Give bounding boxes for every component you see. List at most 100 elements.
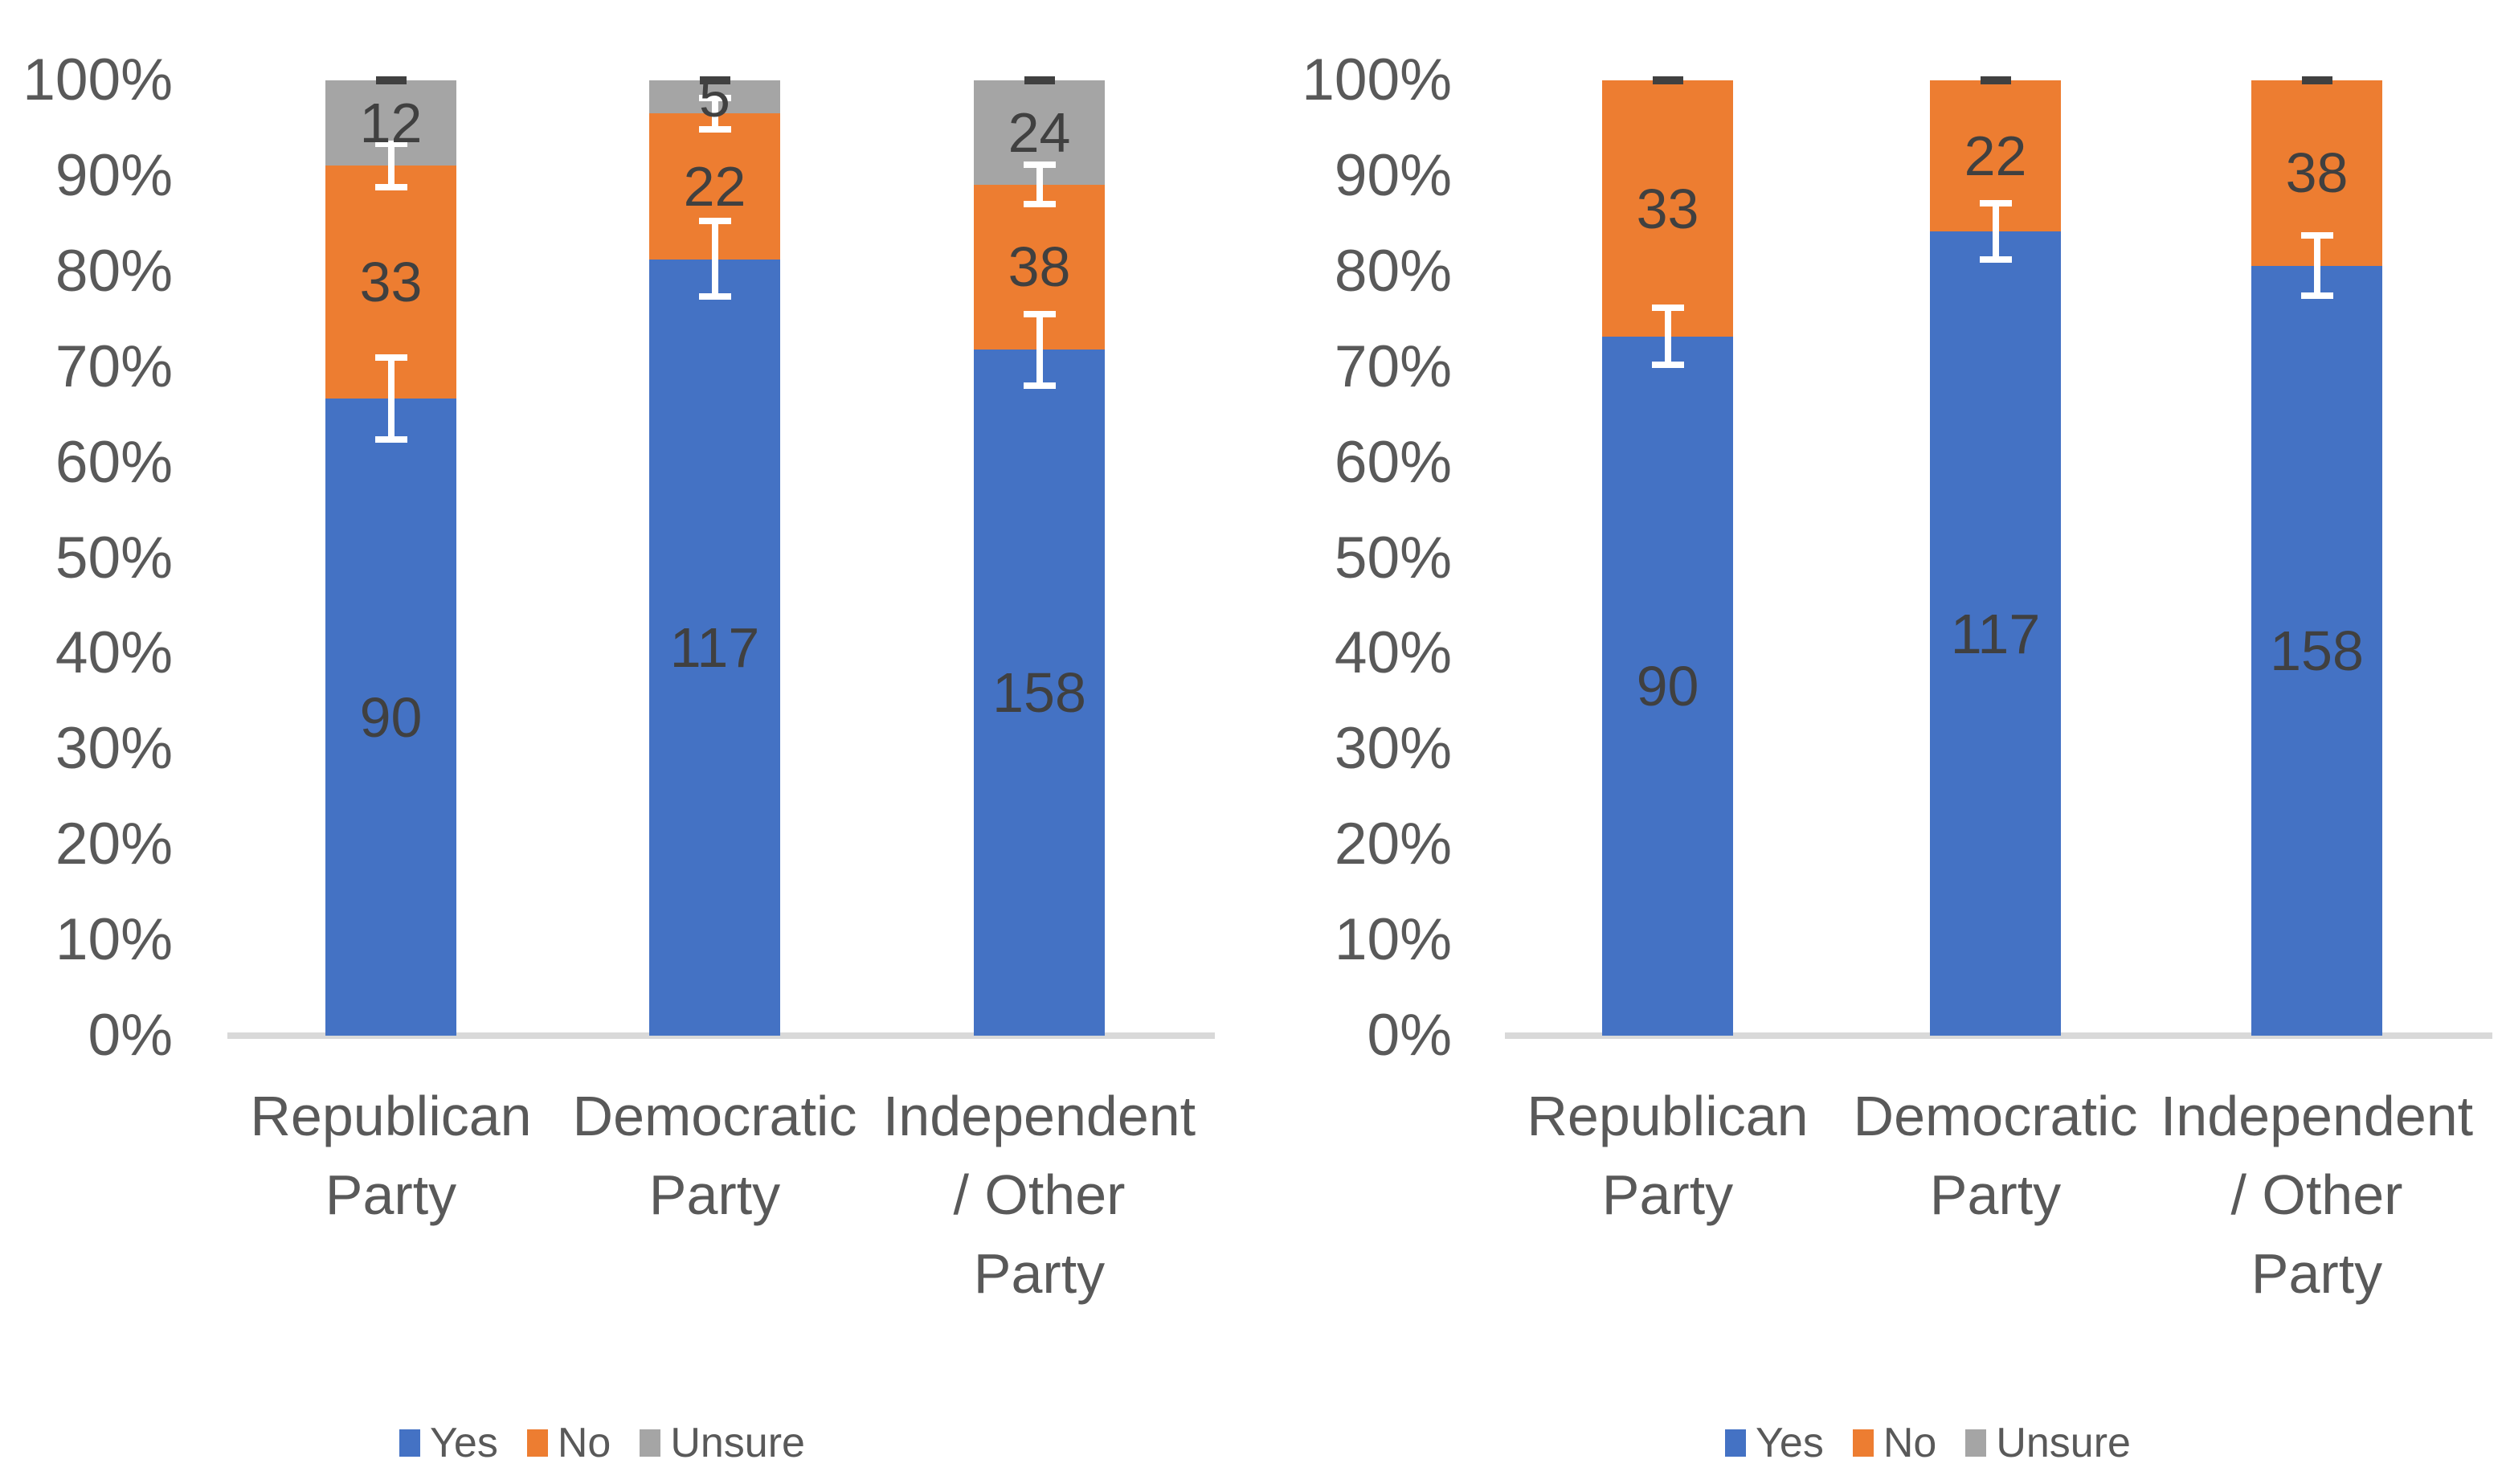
error-bar-cap-bottom xyxy=(374,435,407,443)
error-bar-line xyxy=(387,140,395,190)
y-axis-tick-label: 60% xyxy=(55,429,173,495)
error-bar xyxy=(698,94,731,133)
y-axis-tick-label: 90% xyxy=(55,142,173,208)
chart-stacked-excluding-unsure: 100% 90% 80% 70% 60% 50% 40% 30% 20% 10% 0% 90 33 Rep… xyxy=(1251,0,2502,1484)
data-label-unsure: 5 xyxy=(699,65,730,129)
x-category-label-line: Independent xyxy=(2160,1085,2474,1147)
y-axis-tick-label: 10% xyxy=(1334,907,1452,973)
x-category-label: Democratic Party xyxy=(546,1077,884,1234)
bar-segment-yes xyxy=(974,350,1105,1036)
y-axis-tick-label: 20% xyxy=(1334,811,1452,877)
error-bar xyxy=(698,218,731,300)
y-axis-tick-label: 50% xyxy=(55,525,173,591)
bar-segment-yes xyxy=(1930,231,2061,1036)
error-bar xyxy=(2300,232,2333,300)
data-label-yes: 117 xyxy=(1950,602,2041,665)
y-axis-tick-label: 40% xyxy=(55,620,173,686)
data-label-no: 22 xyxy=(683,155,746,219)
y-axis-tick-label: 30% xyxy=(55,716,173,782)
error-bar-cap-bottom xyxy=(698,126,731,133)
legend-label: Yes xyxy=(430,1420,498,1466)
y-axis-tick-label: 0% xyxy=(88,1003,173,1068)
error-bar-cap-top xyxy=(1023,161,1056,169)
chart-stacked-with-unsure: 100% 90% 80% 70% 60% 50% 40% 30% 20% 10% 0% 90 33 12 R… xyxy=(22,47,1215,1467)
data-label-unsure: 12 xyxy=(359,91,423,154)
legend-item-no: No xyxy=(526,1419,611,1467)
data-label-yes: 158 xyxy=(2270,619,2364,682)
error-bar-top-dash xyxy=(2301,76,2332,84)
legend-item-yes: Yes xyxy=(399,1419,498,1467)
error-bar-cap-bottom xyxy=(698,293,731,300)
y-axis-tick-label: 50% xyxy=(1334,525,1452,591)
x-category-label: Republican Party xyxy=(1499,1077,1837,1234)
bar-segment-yes xyxy=(2251,265,2382,1036)
data-label-yes: 90 xyxy=(359,685,423,749)
x-category-label-line: Independent xyxy=(882,1085,1196,1147)
x-category-label-line: / Other xyxy=(953,1163,1126,1226)
legend: Yes No Unsure xyxy=(1725,1419,2131,1467)
error-bar-cap-bottom xyxy=(1979,256,2012,264)
legend-item-unsure: Unsure xyxy=(1965,1419,2131,1467)
error-bar-cap-top xyxy=(2300,232,2333,239)
error-bar xyxy=(1651,305,1684,368)
legend-swatch-unsure xyxy=(1965,1429,1987,1457)
x-category-label: Democratic Party xyxy=(1827,1077,2165,1234)
legend-swatch-yes xyxy=(1725,1429,1746,1457)
error-bar-cap-top xyxy=(374,354,407,362)
legend-label: Yes xyxy=(1756,1420,1824,1466)
data-label-unsure: 24 xyxy=(1008,100,1071,164)
error-bar xyxy=(1023,161,1056,208)
error-bar-cap-top xyxy=(1023,310,1056,317)
error-bar xyxy=(374,354,407,443)
error-bar-cap-top xyxy=(374,140,407,147)
error-bar-cap-bottom xyxy=(1023,201,1056,208)
x-axis-line xyxy=(227,1032,1215,1039)
error-bar xyxy=(1023,310,1056,390)
y-axis-tick-label: 100% xyxy=(1302,47,1452,112)
error-bar-top-dash xyxy=(1980,76,2011,84)
x-category-label-line: Republican xyxy=(250,1085,532,1147)
error-bar-cap-top xyxy=(1651,305,1684,312)
bar-segment-yes xyxy=(1602,337,1733,1036)
error-bar-line xyxy=(1036,310,1043,390)
error-bar-line xyxy=(1036,161,1043,208)
x-axis-line xyxy=(1505,1032,2492,1039)
data-label-yes: 117 xyxy=(669,615,760,679)
error-bar-top-dash xyxy=(699,76,730,84)
error-bar-line xyxy=(387,354,395,443)
error-bar-top-dash xyxy=(1652,76,1683,84)
y-axis-tick-label: 100% xyxy=(22,47,173,112)
error-bar-cap-bottom xyxy=(374,183,407,190)
bar-segment-yes xyxy=(649,259,780,1036)
x-category-label-line: Party xyxy=(325,1163,457,1226)
data-label-no: 38 xyxy=(1008,235,1071,299)
x-category-label: Independent / Other Party xyxy=(2148,1077,2486,1313)
bar-segment-yes xyxy=(325,399,456,1036)
x-category-label-line: Party xyxy=(1601,1163,1734,1226)
legend-label: No xyxy=(1883,1420,1937,1466)
y-axis-tick-label: 70% xyxy=(55,333,173,399)
legend-label: Unsure xyxy=(670,1420,805,1466)
error-bar-line xyxy=(2313,232,2320,300)
error-bar xyxy=(374,140,407,190)
error-bar-cap-top xyxy=(698,218,731,225)
legend-item-no: No xyxy=(1852,1419,1937,1467)
x-category-label-line: / Other xyxy=(2230,1163,2403,1226)
x-category-label-line: Party xyxy=(2251,1242,2383,1305)
y-axis-tick-label: 60% xyxy=(1334,429,1452,495)
data-label-no: 33 xyxy=(1636,177,1699,240)
legend-swatch-no xyxy=(1852,1429,1874,1457)
legend-swatch-unsure xyxy=(640,1429,661,1457)
legend-item-unsure: Unsure xyxy=(640,1419,805,1467)
y-axis-tick-label: 10% xyxy=(55,907,173,973)
data-label-no: 33 xyxy=(359,251,423,313)
y-axis-tick-label: 40% xyxy=(1334,620,1452,686)
error-bar-cap-top xyxy=(1979,199,2012,206)
error-bar-top-dash xyxy=(375,76,407,84)
y-axis-tick-label: 30% xyxy=(1334,716,1452,782)
error-bar-cap-bottom xyxy=(2300,292,2333,300)
x-category-label: Republican Party xyxy=(223,1077,560,1234)
error-bar-line xyxy=(1664,305,1671,368)
x-category-label-line: Party xyxy=(648,1163,781,1226)
